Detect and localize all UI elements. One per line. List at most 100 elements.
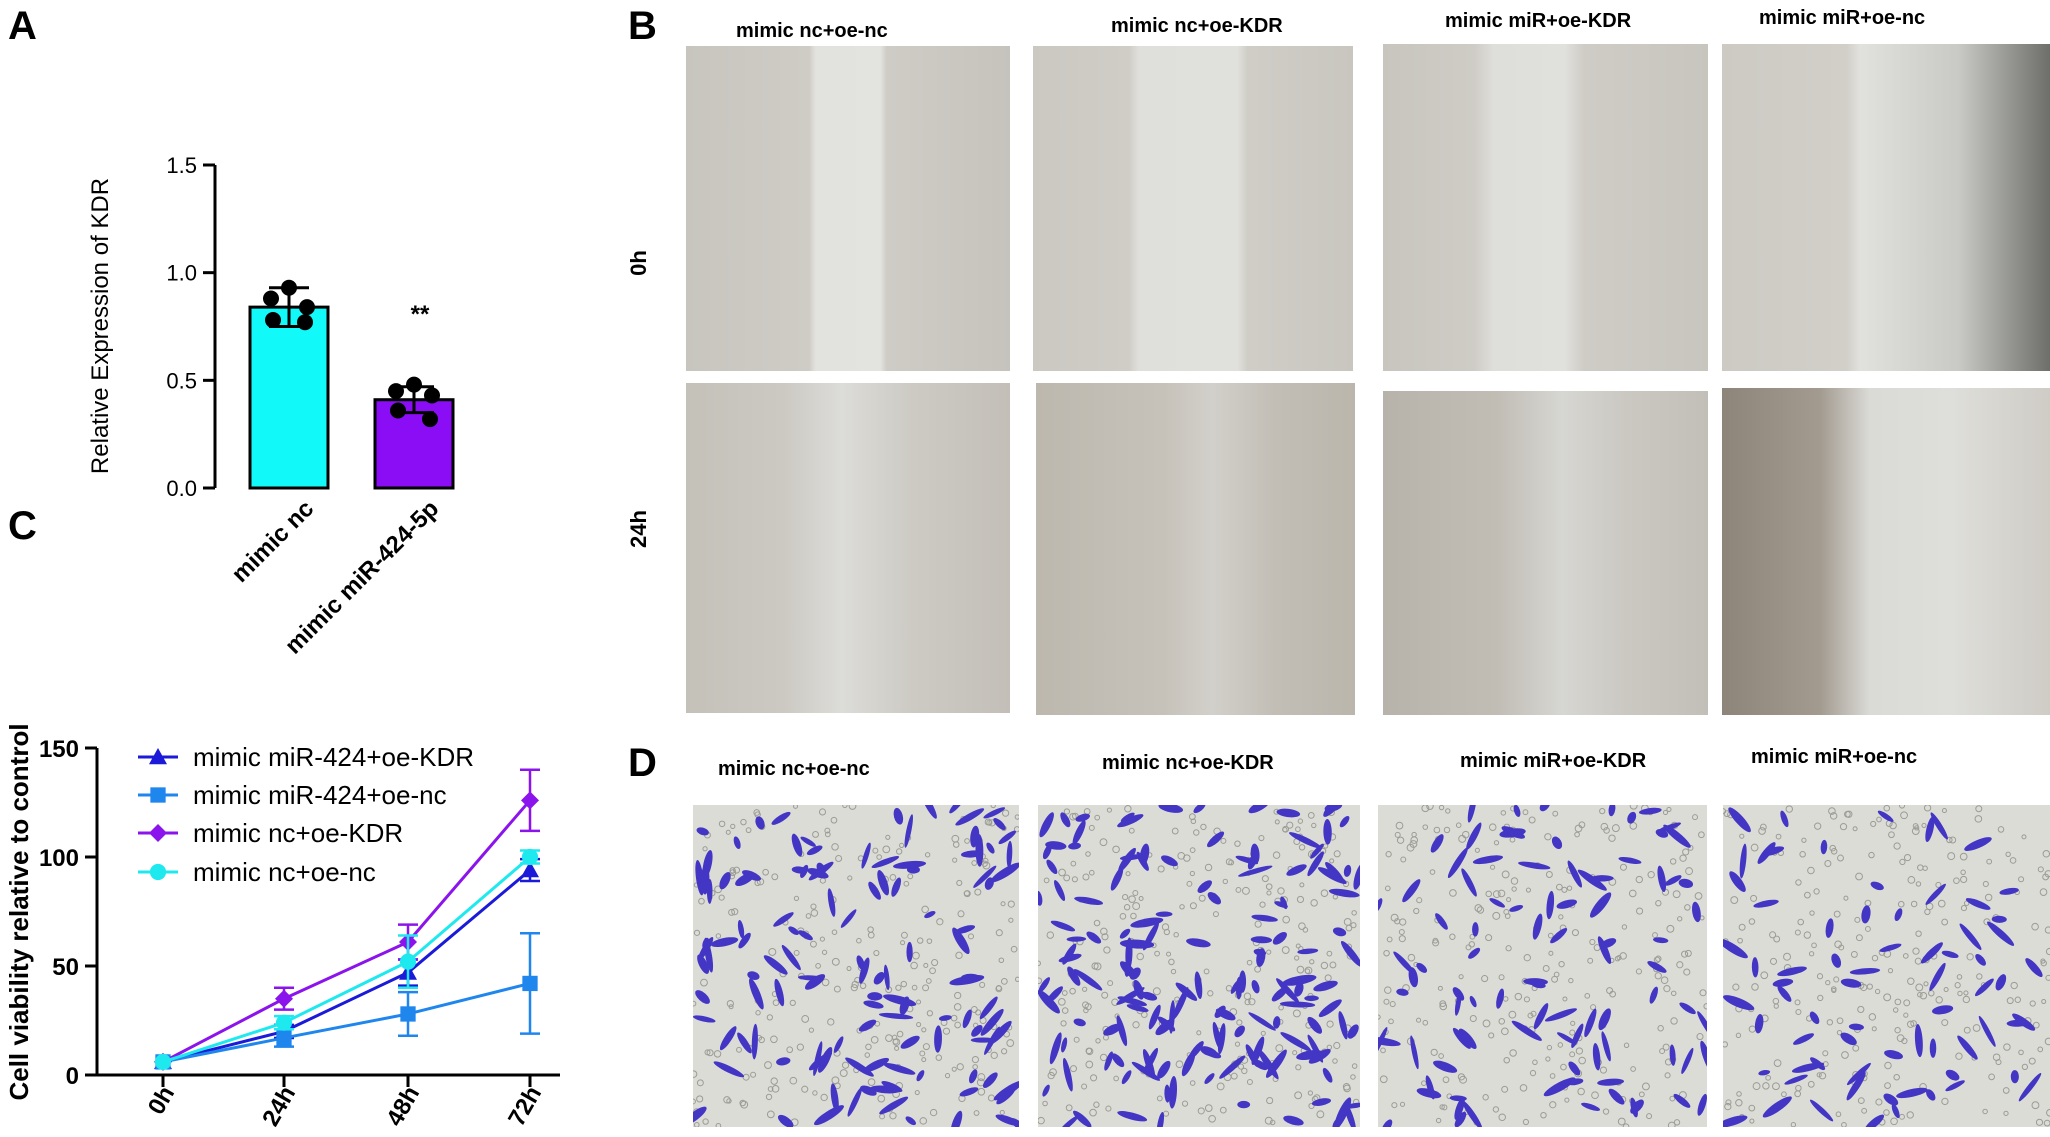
stained-cell bbox=[806, 845, 823, 856]
pore bbox=[1870, 820, 1877, 828]
pore bbox=[1342, 880, 1350, 888]
stained-cell bbox=[1237, 1100, 1251, 1109]
scratch-image-24h-4 bbox=[1722, 388, 2050, 715]
stained-cell bbox=[1339, 815, 1350, 828]
pore bbox=[1834, 940, 1842, 949]
pore bbox=[821, 949, 828, 955]
stained-cell bbox=[878, 1012, 914, 1020]
pore bbox=[1571, 929, 1579, 937]
pore bbox=[1254, 920, 1262, 928]
stained-cell bbox=[879, 1096, 909, 1115]
stained-cell bbox=[1334, 1097, 1352, 1127]
pore bbox=[1666, 924, 1675, 933]
pore bbox=[2003, 1043, 2011, 1051]
pore bbox=[1907, 876, 1916, 884]
pore bbox=[1974, 815, 1983, 823]
pore bbox=[1416, 897, 1423, 904]
pore bbox=[1320, 889, 1329, 898]
pore bbox=[771, 873, 779, 881]
pore bbox=[1324, 974, 1332, 982]
stained-cell bbox=[858, 1019, 877, 1032]
pore bbox=[1739, 833, 1745, 839]
pore bbox=[1295, 943, 1301, 949]
stained-cell bbox=[1728, 807, 1751, 833]
stained-cell bbox=[1929, 1038, 1937, 1058]
stained-cell bbox=[1941, 950, 1959, 959]
stained-cell bbox=[1532, 913, 1543, 940]
stained-cell bbox=[2025, 958, 2043, 978]
panel-b-row-0h: 0h bbox=[625, 250, 651, 276]
pore bbox=[808, 1027, 815, 1033]
stained-cell bbox=[1929, 962, 1946, 992]
stained-cell bbox=[877, 870, 890, 896]
pore bbox=[1006, 1039, 1015, 1047]
pore bbox=[1493, 840, 1500, 846]
stained-cell bbox=[737, 1032, 752, 1054]
pore bbox=[726, 1098, 732, 1104]
pore bbox=[1943, 987, 1949, 993]
pore bbox=[1189, 902, 1197, 910]
stained-cell bbox=[1073, 1018, 1086, 1027]
pore bbox=[1724, 1102, 1732, 1111]
stained-cell bbox=[1772, 978, 1794, 987]
stained-cell bbox=[1304, 995, 1319, 1002]
pore bbox=[1692, 814, 1698, 821]
stained-cell bbox=[1393, 951, 1416, 976]
pore bbox=[1975, 805, 1983, 813]
pore bbox=[2041, 999, 2047, 1005]
stained-cell bbox=[1258, 1049, 1279, 1080]
stained-cell bbox=[1131, 1061, 1161, 1081]
pore bbox=[1459, 1075, 1468, 1084]
pore bbox=[1629, 822, 1638, 830]
pore bbox=[1896, 1034, 1905, 1043]
stained-cell bbox=[883, 1062, 916, 1075]
stained-cell bbox=[1130, 917, 1164, 928]
stained-cell bbox=[1964, 837, 1992, 851]
bar-chart-relative-expression: 0.0 0.5 1.0 1.5 Relative Expression of KDR **… bbox=[87, 153, 455, 659]
pore bbox=[936, 918, 944, 926]
pore bbox=[1946, 836, 1953, 844]
pore bbox=[1817, 994, 1824, 1002]
pore bbox=[912, 951, 920, 960]
pore bbox=[1482, 1094, 1489, 1101]
pore bbox=[1966, 953, 1974, 961]
pore bbox=[1831, 987, 1837, 994]
stained-cell bbox=[1248, 805, 1270, 814]
pore bbox=[1519, 1084, 1528, 1092]
stained-cell bbox=[1148, 1004, 1161, 1030]
pore bbox=[1128, 827, 1135, 834]
stained-cell bbox=[1120, 812, 1135, 823]
pore bbox=[815, 963, 821, 969]
stained-cell bbox=[1060, 812, 1071, 828]
pore bbox=[859, 982, 867, 990]
pore bbox=[1010, 945, 1018, 953]
stained-cell bbox=[1499, 828, 1526, 838]
data-point bbox=[263, 290, 279, 307]
pore bbox=[1988, 1073, 1995, 1081]
stained-cell bbox=[737, 919, 745, 939]
pore bbox=[1007, 900, 1015, 908]
pore bbox=[1085, 1047, 1094, 1056]
pore bbox=[1333, 1041, 1341, 1050]
stained-cell bbox=[1681, 1047, 1694, 1074]
y-tick-label: 1.0 bbox=[166, 261, 197, 286]
pore bbox=[1813, 888, 1820, 895]
stained-cell bbox=[1042, 1084, 1050, 1097]
pore bbox=[1669, 858, 1677, 865]
pore bbox=[831, 957, 840, 966]
pore bbox=[1228, 859, 1235, 866]
stained-cell bbox=[1378, 898, 1383, 913]
pore bbox=[1962, 995, 1971, 1004]
pore bbox=[1751, 983, 1759, 991]
stained-cell bbox=[827, 888, 836, 917]
stained-cell bbox=[1068, 842, 1081, 850]
pore bbox=[1545, 871, 1553, 878]
pore bbox=[1082, 986, 1088, 992]
pore bbox=[1672, 890, 1681, 899]
pore bbox=[1294, 955, 1300, 961]
pore bbox=[1198, 894, 1206, 902]
pore bbox=[1732, 983, 1740, 991]
pore bbox=[1497, 889, 1506, 898]
pore bbox=[1600, 822, 1609, 831]
pore bbox=[1081, 1083, 1088, 1090]
